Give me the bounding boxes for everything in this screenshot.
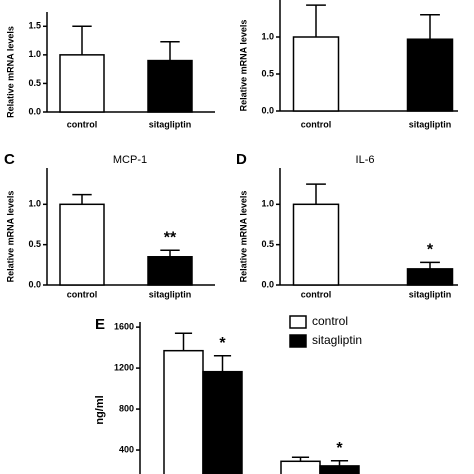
significance-mark: ** xyxy=(164,230,177,247)
y-tick-label: 1.0 xyxy=(261,31,274,41)
y-tick-label: 1.5 xyxy=(28,21,41,31)
chart-title: MCP-1 xyxy=(113,154,147,166)
y-axis-label: Relative mRNA levels xyxy=(238,20,248,112)
y-tick-label: 800 xyxy=(119,403,134,413)
bar xyxy=(280,460,321,474)
x-tick-label: sitagliptin xyxy=(149,119,192,129)
significance-mark: * xyxy=(219,335,226,352)
bar xyxy=(406,38,454,112)
x-tick-label: sitagliptin xyxy=(149,289,192,299)
y-tick-label: 1600 xyxy=(114,321,134,331)
x-tick-label: control xyxy=(67,289,98,299)
chart-title: IL-6 xyxy=(356,154,375,166)
y-tick-label: 0.5 xyxy=(261,239,274,249)
y-tick-label: 0.5 xyxy=(28,239,41,249)
x-tick-label: sitagliptin xyxy=(409,119,452,129)
bar xyxy=(147,256,193,286)
y-tick-label: 0.5 xyxy=(28,78,41,88)
y-axis-label: Relative mRNA levels xyxy=(238,191,248,283)
legend-label: control xyxy=(312,314,348,328)
legend-swatch xyxy=(289,334,307,348)
x-tick-label: control xyxy=(301,289,332,299)
bar xyxy=(59,54,105,113)
panel-label: D xyxy=(236,151,247,168)
legend-swatch xyxy=(289,315,307,329)
bar xyxy=(202,370,243,474)
y-tick-label: 0.5 xyxy=(261,68,274,78)
y-tick-label: 1200 xyxy=(114,362,134,372)
panel-label: C xyxy=(4,151,15,168)
x-tick-label: control xyxy=(67,119,98,129)
bar xyxy=(319,465,360,474)
y-tick-label: 1.0 xyxy=(28,199,41,209)
x-tick-label: control xyxy=(301,119,332,129)
y-axis-label: ng/ml xyxy=(94,395,106,424)
bar xyxy=(292,203,340,286)
y-tick-label: 0.0 xyxy=(28,106,41,116)
bar xyxy=(163,349,204,474)
y-tick-label: 1.0 xyxy=(261,199,274,209)
y-tick-label: 400 xyxy=(119,444,134,454)
significance-mark: * xyxy=(336,440,343,457)
panel-label: E xyxy=(95,316,105,333)
bar xyxy=(292,36,340,112)
significance-mark: * xyxy=(427,242,434,259)
bar xyxy=(406,268,454,286)
y-tick-label: 0.0 xyxy=(261,279,274,289)
bar xyxy=(59,203,105,286)
y-tick-label: 0.0 xyxy=(28,279,41,289)
legend-label: sitagliptin xyxy=(312,333,362,347)
y-tick-label: 0.0 xyxy=(261,105,274,115)
y-axis-label: Relative mRNA levels xyxy=(5,26,15,118)
y-axis-label: Relative mRNA levels xyxy=(5,191,15,283)
bar xyxy=(147,59,193,113)
y-tick-label: 1.0 xyxy=(28,49,41,59)
x-tick-label: sitagliptin xyxy=(409,289,452,299)
